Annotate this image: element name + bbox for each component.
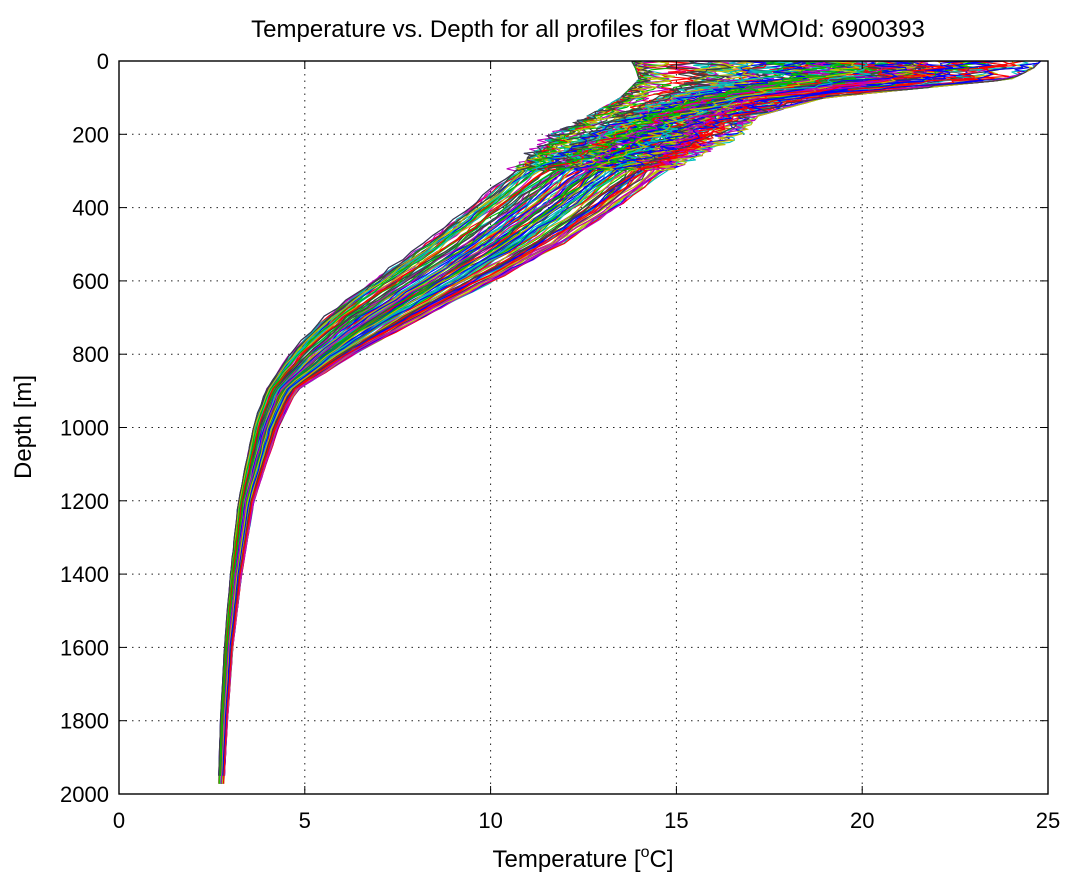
tick-labels: 0 5 10 15 20 25 0 200 400 600 800 1000 1200 1400 1600 1…	[60, 49, 1060, 833]
y-tick-label: 800	[72, 342, 109, 367]
profile-line	[220, 60, 834, 784]
profile-line	[222, 60, 1041, 776]
profile-line	[218, 60, 653, 776]
y-tick-label: 200	[72, 122, 109, 147]
y-tick-label: 1200	[60, 489, 109, 514]
chart-title: Temperature vs. Depth for all profiles f…	[251, 16, 925, 43]
x-axis-label-suffix: C]	[649, 846, 673, 873]
profile-line	[219, 60, 827, 776]
x-axis-label: Temperature [oC]	[493, 844, 674, 873]
profile-line	[218, 60, 648, 784]
y-tick-label: 1800	[60, 709, 109, 734]
x-tick-label: 0	[113, 808, 125, 833]
x-tick-label: 25	[1036, 808, 1060, 833]
y-tick-label: 1000	[60, 416, 109, 441]
profile-line	[222, 60, 1025, 784]
plot-frame	[118, 60, 1049, 795]
profile-lines	[218, 60, 1041, 784]
y-tick-label: 600	[72, 269, 109, 294]
y-tick-label: 1600	[60, 635, 109, 660]
y-axis-label: Depth [m]	[10, 375, 37, 479]
x-tick-label: 5	[299, 808, 311, 833]
y-tick-label: 2000	[60, 782, 109, 807]
x-axis-label-superscript: o	[641, 844, 650, 861]
x-tick-label: 10	[478, 808, 502, 833]
grid-lines	[119, 61, 1048, 794]
profile-line	[223, 60, 892, 776]
y-tick-label: 0	[97, 49, 109, 74]
profile-line	[221, 60, 860, 776]
y-tick-label: 1400	[60, 562, 109, 587]
y-tick-label: 400	[72, 196, 109, 221]
x-tick-label: 15	[664, 808, 688, 833]
x-tick-label: 20	[850, 808, 874, 833]
x-axis-label-text: Temperature [	[493, 846, 641, 873]
